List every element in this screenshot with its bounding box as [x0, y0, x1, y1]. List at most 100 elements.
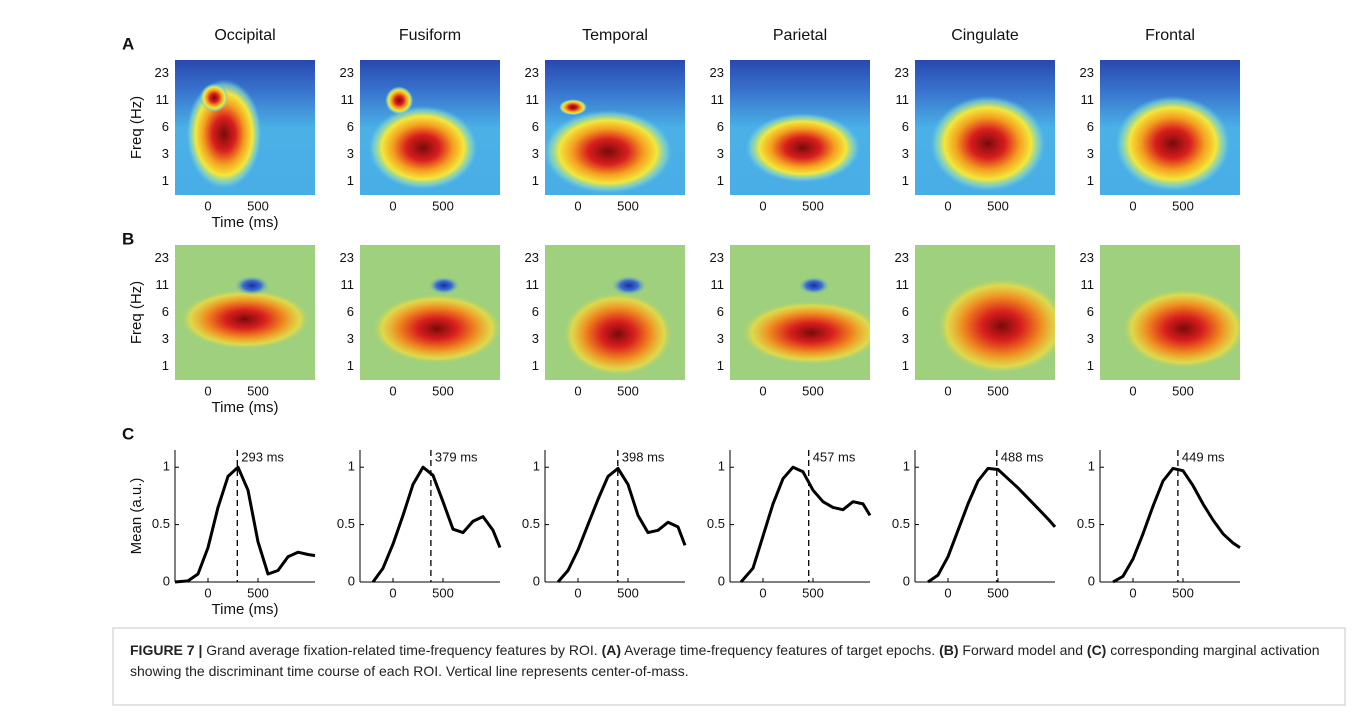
y-tick-label: 0: [903, 573, 910, 588]
y-tick-label: 1: [902, 358, 909, 373]
x-tick-label: 0: [944, 383, 951, 398]
y-tick-label: 1: [902, 173, 909, 188]
y-tick-label: 0.5: [152, 516, 170, 531]
y-tick-label: 3: [162, 331, 169, 346]
x-tick-label: 0: [574, 198, 581, 213]
y-tick-label: 3: [347, 146, 354, 161]
heatmap-blob: [1122, 288, 1240, 369]
y-tick-label: 23: [895, 250, 909, 265]
heatmap: [1100, 245, 1240, 380]
y-tick-label: 6: [902, 119, 909, 134]
y-axis-label: Freq (Hz): [128, 281, 145, 344]
x-tick-label: 0: [759, 383, 766, 398]
heatmap: [360, 245, 500, 380]
y-tick-label: 3: [717, 331, 724, 346]
x-axis-label: Time (ms): [212, 601, 279, 618]
y-tick-label: 6: [717, 304, 724, 319]
x-tick-label: 500: [432, 198, 454, 213]
x-tick-label: 0: [204, 585, 211, 600]
y-tick-label: 1: [532, 173, 539, 188]
x-tick-label: 0: [1129, 383, 1136, 398]
y-tick-label: 11: [1081, 277, 1095, 292]
heatmap: [360, 60, 500, 195]
y-tick-label: 1: [162, 173, 169, 188]
x-tick-label: 0: [1129, 585, 1136, 600]
center-of-mass-label: 457 ms: [813, 449, 856, 464]
center-of-mass-label: 379 ms: [435, 449, 478, 464]
x-tick-label: 500: [987, 383, 1009, 398]
x-tick-label: 0: [1129, 198, 1136, 213]
y-axis-label: Mean (a.u.): [128, 478, 145, 555]
heatmap-blob: [562, 292, 673, 377]
y-tick-label: 11: [1081, 92, 1095, 107]
line: [739, 465, 872, 583]
heatmap-blob: [559, 99, 587, 116]
y-tick-label: 6: [162, 119, 169, 134]
caption-text: (C): [1086, 642, 1107, 658]
heatmap-blob: [798, 276, 830, 295]
heatmap-blob: [368, 105, 478, 190]
y-tick-label: 0.5: [522, 516, 540, 531]
x-tick-label: 0: [389, 383, 396, 398]
x-tick-label: 500: [247, 383, 269, 398]
y-tick-label: 3: [717, 146, 724, 161]
y-tick-label: 11: [711, 92, 725, 107]
y-tick-label: 23: [1080, 65, 1094, 80]
x-tick-label: 500: [617, 198, 639, 213]
x-tick-label: 500: [432, 383, 454, 398]
x-tick-label: 500: [802, 383, 824, 398]
y-tick-label: 23: [710, 65, 724, 80]
heatmap: [730, 60, 870, 195]
y-tick-label: 23: [340, 250, 354, 265]
x-tick-label: 500: [247, 585, 269, 600]
y-tick-label: 3: [162, 146, 169, 161]
y-tick-label: 6: [347, 119, 354, 134]
heatmap: [915, 245, 1055, 380]
x-tick-label: 0: [944, 198, 951, 213]
roi-title: Fusiform: [399, 27, 461, 44]
x-tick-label: 0: [204, 198, 211, 213]
heatmap-blob: [741, 300, 870, 365]
y-tick-label: 1: [717, 173, 724, 188]
y-tick-label: 6: [1087, 119, 1094, 134]
x-tick-label: 500: [987, 585, 1009, 600]
y-tick-label: 3: [532, 146, 539, 161]
heatmap: [175, 60, 315, 195]
y-tick-label: 6: [1087, 304, 1094, 319]
y-tick-label: 3: [1087, 146, 1094, 161]
y-tick-label: 3: [347, 331, 354, 346]
x-tick-label: 500: [802, 585, 824, 600]
heatmap: [545, 245, 685, 380]
heatmap-blob: [611, 275, 647, 296]
x-axis-label: Time (ms): [212, 214, 279, 231]
y-tick-label: 23: [340, 65, 354, 80]
y-tick-label: 6: [347, 304, 354, 319]
y-tick-label: 0.5: [1077, 516, 1095, 531]
x-tick-label: 0: [944, 585, 951, 600]
caption-text: (B): [939, 642, 959, 658]
caption-text: FIGURE 7 |: [130, 642, 207, 658]
y-tick-label: 3: [902, 331, 909, 346]
y-tick-label: 1: [718, 459, 725, 474]
roi-title: Parietal: [773, 27, 827, 44]
heatmap-blob: [234, 275, 270, 296]
heatmap: [730, 245, 870, 380]
y-tick-label: 1: [162, 358, 169, 373]
line: [927, 466, 1057, 584]
x-tick-label: 500: [802, 198, 824, 213]
y-tick-label: 1: [347, 173, 354, 188]
y-tick-label: 1: [533, 459, 540, 474]
y-tick-label: 0: [1088, 573, 1095, 588]
y-tick-label: 6: [532, 119, 539, 134]
y-tick-label: 23: [155, 250, 169, 265]
line: [174, 465, 316, 584]
y-tick-label: 11: [711, 277, 725, 292]
y-tick-label: 0: [163, 573, 170, 588]
y-tick-label: 0: [533, 573, 540, 588]
y-tick-label: 0: [718, 573, 725, 588]
y-tick-label: 1: [717, 358, 724, 373]
y-tick-label: 11: [526, 277, 540, 292]
y-tick-label: 0.5: [337, 516, 355, 531]
y-tick-label: 1: [347, 358, 354, 373]
